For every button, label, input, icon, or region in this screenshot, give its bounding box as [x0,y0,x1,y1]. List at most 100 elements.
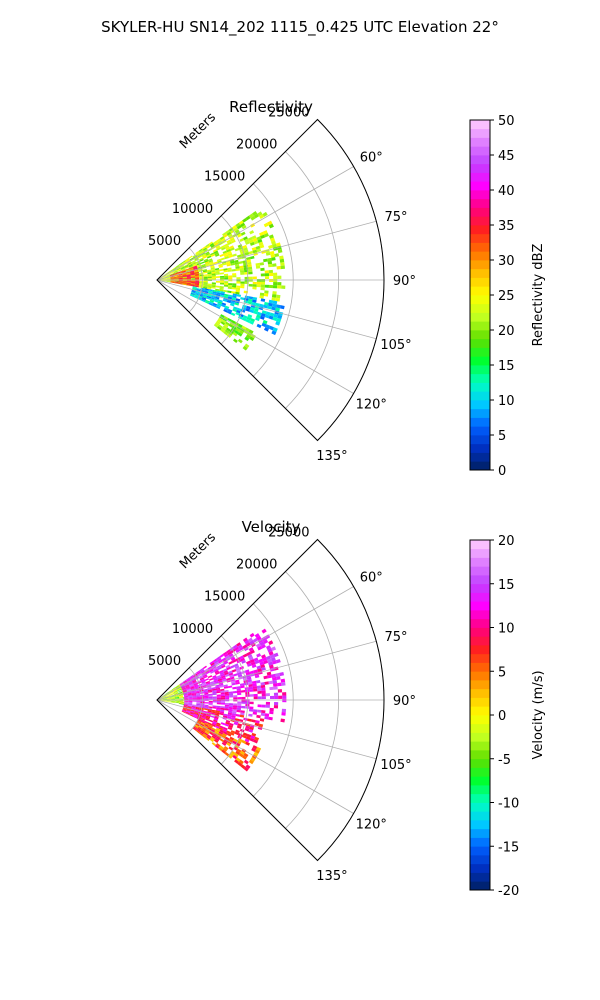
echo-cell [265,655,271,660]
echo-cell [183,703,189,705]
echo-cell [215,710,221,713]
echo-cell [183,264,189,267]
echo-cell [224,673,230,678]
echo-cell [162,697,167,699]
echo-cell [191,290,196,293]
echo-cell [162,279,167,280]
echo-cell [200,719,205,722]
echo-cell [200,250,205,255]
echo-cell [268,651,274,656]
echo-cell [221,741,227,746]
echo-cell [223,270,228,273]
echo-cell [202,674,208,678]
echo-cell [230,260,235,264]
echo-cell [261,704,266,708]
colorbar-band [470,653,490,663]
echo-cell [175,698,180,700]
echo-cell [202,684,207,688]
echo-cell [228,708,233,712]
echo-cell [204,698,209,700]
echo-cell [176,267,181,271]
echo-cell [234,261,240,265]
echo-cell [226,300,232,304]
echo-cell [213,240,218,245]
echo-cell [227,726,233,731]
echo-cell [169,272,174,275]
echo-cell [219,729,225,734]
angle-tick-label: 90° [393,694,416,709]
echo-cell [183,690,188,693]
echo-cell [171,698,176,700]
echo-cell [275,242,281,247]
echo-cell [264,314,270,319]
echo-cell [228,661,233,665]
echo-cell [253,752,259,757]
echo-cell [272,303,277,308]
echo-cell [227,286,233,290]
echo-cell [178,277,183,279]
echo-cell [257,211,263,217]
echo-cell [262,211,268,217]
radial-tick-label: 20000 [236,558,277,573]
echo-cell [166,698,172,700]
echo-cell [166,278,172,280]
echo-cell [169,273,174,276]
echo-cell [249,640,255,645]
echo-cell [228,746,234,751]
echo-cell [195,690,200,693]
echo-cell [204,730,210,735]
echo-cell [188,702,193,704]
echo-cell [211,286,216,289]
echo-cell [248,759,254,765]
echo-cell [232,644,238,649]
echo-cell [216,675,221,679]
echo-cell [200,722,205,726]
echo-cell [272,285,278,289]
echo-cell [204,692,209,695]
echo-cell [257,704,262,708]
echo-cell [174,274,179,277]
echo-cell [214,737,220,742]
echo-cell [196,262,201,266]
echo-cell [213,718,219,721]
echo-cell [240,283,245,287]
echo-cell [207,294,212,298]
echo-cell [196,695,201,697]
angular-gridline [156,640,377,701]
echo-cell [264,270,269,274]
echo-cell [259,303,265,308]
echo-cell [232,709,237,712]
echo-cell [178,275,183,277]
echo-cell [177,269,182,272]
echo-cell [276,317,282,323]
echo-cell [263,304,269,309]
echo-cell [182,679,187,683]
echo-cell [162,277,167,279]
echo-cell [247,679,252,683]
echo-cell [179,702,184,704]
echo-cell [175,698,180,699]
echo-cell [166,694,170,697]
echo-cell [232,690,238,694]
echo-cell [162,278,167,280]
echo-cell [195,281,200,283]
echo-cell [172,269,177,272]
echo-cell [239,714,245,718]
echo-cell [182,707,188,710]
echo-cell [222,250,228,254]
echo-cell [259,214,265,219]
echo-cell [280,718,285,723]
echo-cell [226,742,231,747]
echo-cell [200,723,205,727]
echo-cell [275,307,280,312]
echo-cell [248,271,253,275]
echo-cell [225,719,231,723]
echo-cell [216,694,221,697]
echo-cell [190,283,195,285]
echo-cell [245,308,251,312]
echo-cell [181,269,186,272]
angular-gridline [156,279,377,340]
echo-cell [166,278,171,279]
colorbar-band [470,146,490,156]
echo-cell [170,276,175,278]
